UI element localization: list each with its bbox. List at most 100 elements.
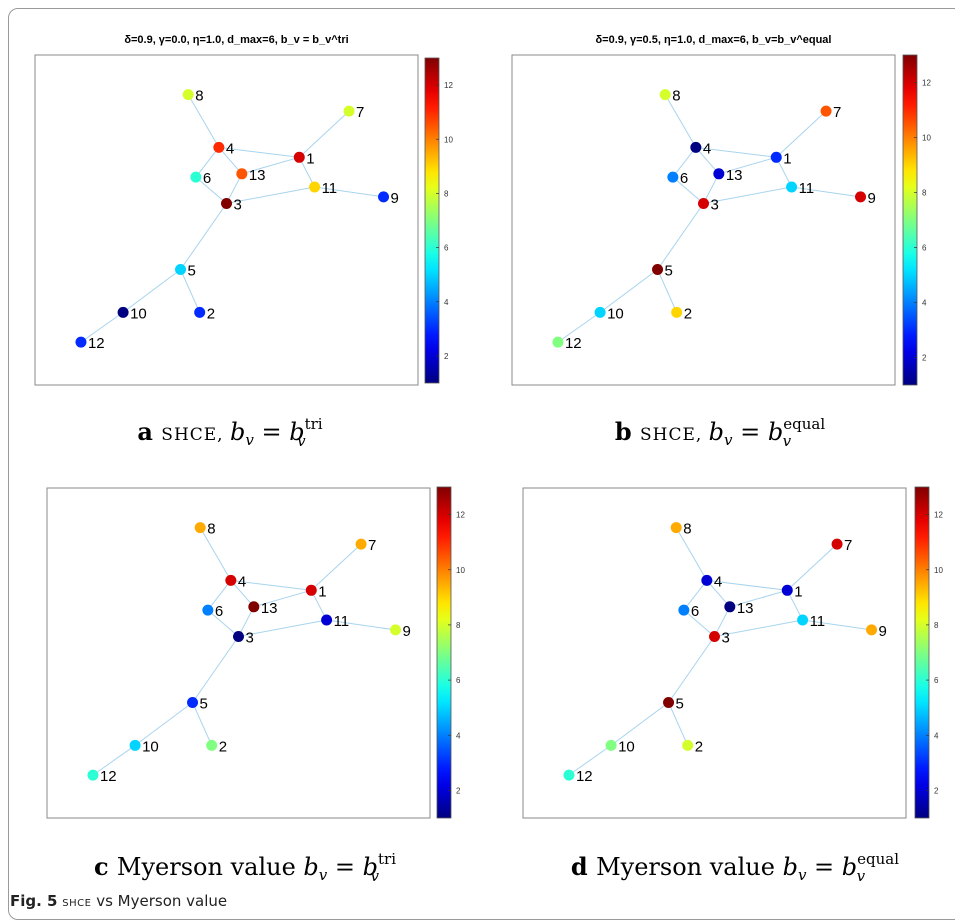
graph-edge — [80, 311, 124, 343]
node-label: 1 — [306, 150, 314, 167]
colorbar-tick-label: 12 — [922, 79, 931, 88]
node-label: 11 — [810, 613, 826, 630]
colorbar-tick-label: 2 — [456, 786, 461, 795]
graph-edge — [714, 606, 731, 637]
graph-node — [724, 601, 736, 613]
caption-formula-eq: = — [806, 853, 841, 881]
caption-formula-sup: tri — [378, 850, 396, 868]
caption-letter: c — [94, 852, 117, 881]
graph-edge — [226, 173, 243, 204]
graph-node — [225, 574, 237, 586]
figure-caption-label: Fig. 5 — [10, 892, 58, 910]
caption-method: SHCE, — [161, 425, 230, 445]
node-label: 8 — [207, 521, 215, 538]
graph-node — [605, 739, 617, 751]
graph-node — [202, 604, 214, 616]
graph-edge — [298, 110, 350, 158]
node-label: 8 — [672, 88, 680, 105]
caption-method: Myerson value — [117, 853, 304, 881]
graph-edge — [695, 146, 777, 158]
caption-formula-var: b — [303, 853, 318, 881]
graph-node — [87, 769, 99, 781]
caption-formula-sup: equal — [857, 850, 899, 868]
graph-edge — [703, 186, 792, 204]
graph-node — [670, 522, 682, 534]
caption-formula-sup: equal — [783, 415, 825, 433]
graph-edge — [557, 311, 601, 343]
colorbar-tick-label: 4 — [934, 731, 939, 740]
graph-edge — [180, 269, 201, 313]
graph-edge — [226, 186, 315, 204]
graph-node — [190, 171, 202, 183]
caption-formula-sup: tri — [305, 415, 323, 433]
node-label: 13 — [726, 167, 743, 184]
colorbar-tick-label: 10 — [934, 566, 943, 575]
caption-formula-sub: v — [371, 867, 380, 885]
node-label: 5 — [188, 263, 196, 280]
graph-node — [698, 198, 709, 209]
graph-node — [175, 264, 187, 275]
graph-node — [770, 151, 782, 163]
node-label: 11 — [799, 180, 815, 197]
graph-edge — [134, 702, 193, 746]
graph-node — [117, 306, 129, 318]
node-label: 1 — [318, 583, 326, 600]
panel-b: δ=0.9, γ=0.5, η=1.0, d_max=6, b_v=b_v^eq… — [511, 34, 931, 450]
graph-node — [552, 336, 564, 348]
graph-edge — [703, 173, 720, 204]
colorbar — [902, 54, 918, 386]
figure-caption-acronym: SHCE — [62, 898, 92, 909]
graph-node — [671, 306, 683, 318]
graph-edge — [657, 203, 704, 270]
graph-edge — [192, 702, 213, 746]
graph-node — [75, 336, 87, 348]
graph-node — [855, 191, 867, 203]
graph-edge — [599, 269, 658, 313]
caption-formula-eq: = — [327, 853, 362, 881]
graph-edge — [657, 269, 678, 313]
colorbar-tick-label: 6 — [922, 244, 927, 253]
colorbar-tick-label: 12 — [456, 511, 465, 520]
graph-node — [343, 105, 355, 117]
node-label: 12 — [576, 768, 593, 785]
graph-node — [709, 631, 720, 642]
graph-node — [678, 604, 690, 616]
node-label: 9 — [403, 623, 411, 640]
graph-edge — [314, 186, 384, 198]
node-label: 7 — [844, 537, 852, 554]
caption-formula-sub: v — [297, 432, 306, 450]
caption-letter: d — [571, 852, 596, 881]
graph-node — [701, 574, 713, 586]
caption-formula-sub: v — [319, 866, 328, 884]
graph-node — [831, 538, 843, 550]
colorbar — [424, 57, 440, 384]
node-label: 4 — [238, 573, 246, 590]
graph-edge — [695, 147, 720, 175]
figure-caption-text: vs Myerson value — [96, 892, 228, 910]
caption-method: SHCE, — [640, 425, 709, 445]
node-label: 10 — [618, 738, 635, 755]
colorbar-tick-label: 6 — [934, 676, 939, 685]
graph-edge — [207, 580, 232, 611]
node-label: 6 — [215, 603, 223, 620]
node-label: 2 — [695, 738, 703, 755]
node-label: 6 — [691, 603, 699, 620]
graph-node — [187, 697, 199, 708]
node-label: 2 — [684, 305, 692, 322]
node-label: 2 — [207, 305, 215, 322]
graph-edge — [675, 527, 708, 581]
caption-formula-sub: v — [857, 867, 866, 885]
graph-edge — [326, 619, 396, 631]
graph-node — [594, 306, 606, 318]
node-label: 11 — [322, 180, 338, 197]
caption-formula-sub: v — [798, 866, 807, 884]
node-label: 13 — [737, 600, 754, 617]
graph-edge — [310, 590, 328, 621]
colorbar-tick-label: 6 — [444, 244, 449, 253]
node-label: 4 — [226, 140, 234, 157]
caption-method: Myerson value — [596, 853, 783, 881]
colorbar — [914, 486, 930, 819]
figure-frame — [8, 8, 955, 920]
graph-edge — [241, 156, 300, 175]
